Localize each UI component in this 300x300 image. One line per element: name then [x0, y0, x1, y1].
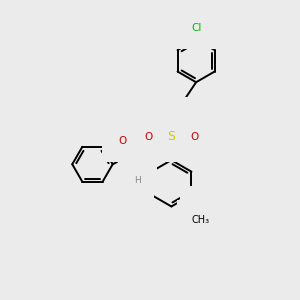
- Text: O: O: [144, 132, 153, 142]
- Text: N: N: [168, 112, 176, 122]
- Text: H: H: [161, 121, 168, 130]
- Text: O: O: [196, 202, 204, 212]
- Text: Cl: Cl: [191, 23, 201, 33]
- Text: O: O: [118, 136, 126, 146]
- Text: O: O: [190, 132, 198, 142]
- Text: CH₃: CH₃: [191, 215, 209, 225]
- Text: S: S: [167, 130, 175, 143]
- Text: H: H: [134, 176, 141, 185]
- Text: N: N: [134, 168, 141, 178]
